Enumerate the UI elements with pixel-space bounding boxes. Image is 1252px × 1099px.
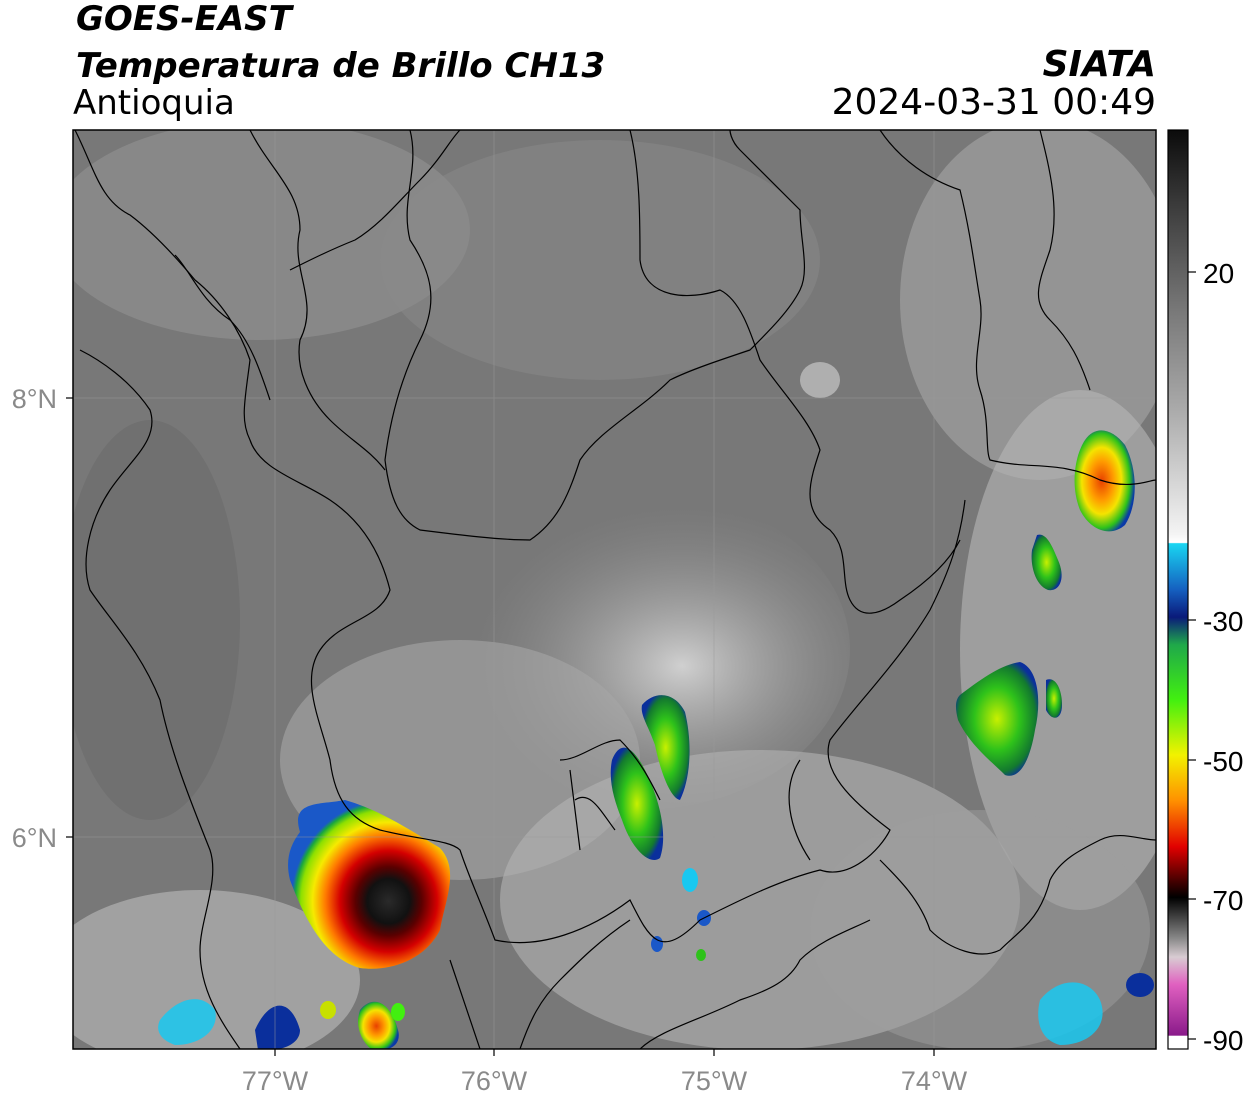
satellite-title: GOES-EAST: [76, 0, 292, 39]
lon-label-77w: 77°W: [242, 1066, 309, 1096]
graticule: [73, 130, 1156, 1049]
colorbar-label-20: 20: [1203, 258, 1234, 289]
colorbar-label-neg50: -50: [1203, 746, 1243, 777]
colorbar-label-neg90: -90: [1203, 1025, 1243, 1056]
map-frame: [72, 129, 1157, 1050]
convective-cells: [158, 430, 1154, 1049]
organization-label: SIATA: [1042, 44, 1156, 85]
lon-label-76w: 76°W: [461, 1066, 528, 1096]
axis-ticks: [66, 397, 935, 1056]
boundaries: [74, 130, 1156, 1049]
lat-label-8n: 8°N: [12, 384, 57, 414]
colorbar-ticks: [1188, 271, 1196, 1040]
lon-label-74w: 74°W: [901, 1066, 968, 1096]
lat-label-6n: 6°N: [12, 823, 57, 853]
colorbar-label-neg30: -30: [1203, 606, 1243, 637]
datetime-label: 2024-03-31 00:49: [831, 82, 1156, 123]
region-label: Antioquia: [73, 83, 235, 123]
colorbar: [1167, 129, 1189, 1050]
ir-imagery: [73, 130, 1156, 1049]
lon-label-75w: 75°W: [681, 1066, 748, 1096]
colorbar-label-neg70: -70: [1203, 885, 1243, 916]
product-title: Temperatura de Brillo CH13: [76, 46, 606, 86]
